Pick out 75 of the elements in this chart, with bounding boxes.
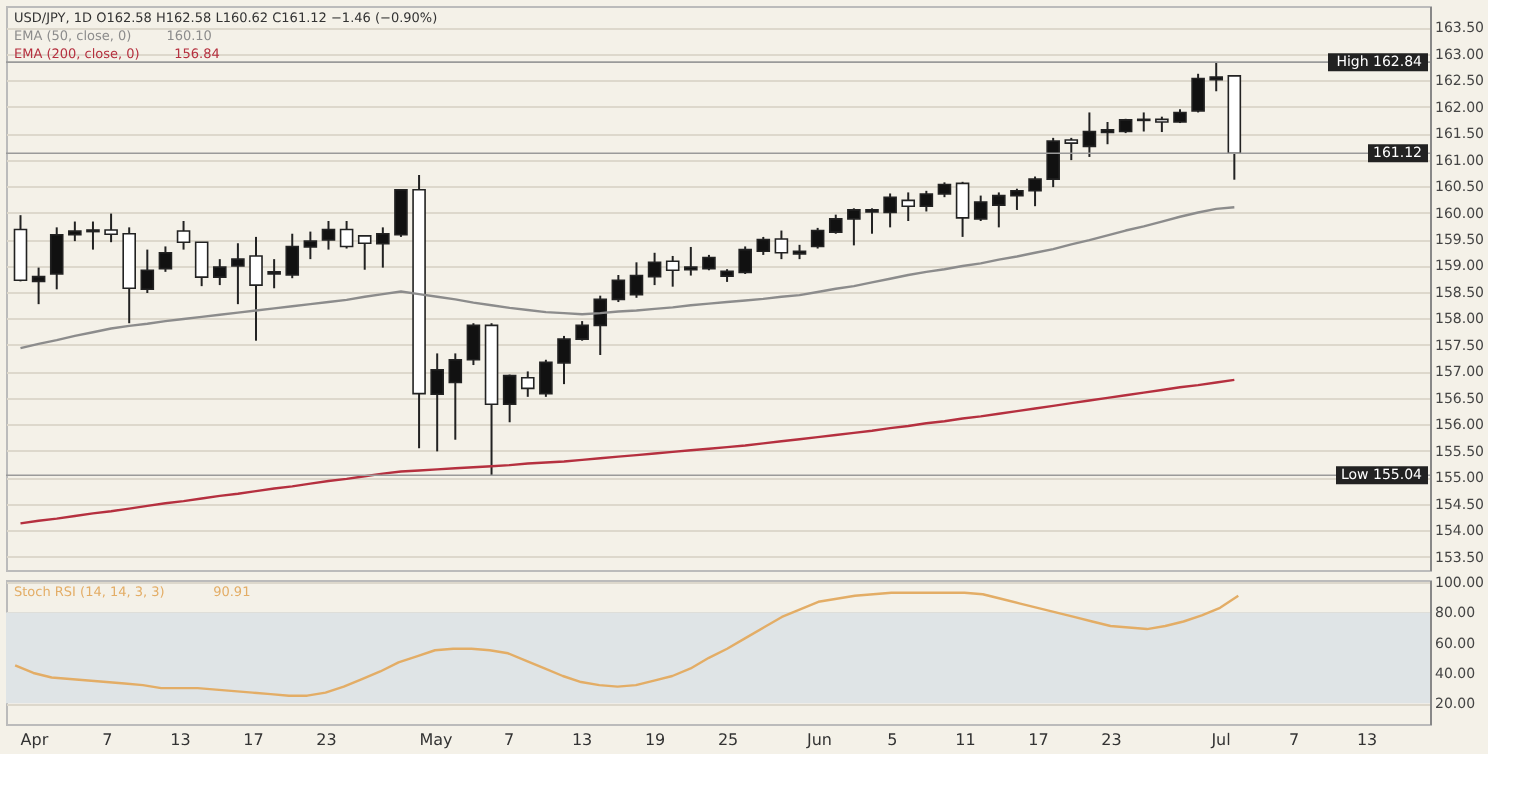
candlestick	[865, 207, 879, 235]
candlestick	[1028, 175, 1042, 208]
candlestick	[86, 220, 100, 251]
x-tick-label: Jun	[804, 731, 832, 749]
candlestick	[955, 180, 970, 238]
x-tick-label: 23	[1101, 731, 1122, 749]
candlestick	[520, 370, 535, 398]
candlestick	[973, 194, 988, 223]
candlestick	[376, 226, 390, 269]
candlestick	[285, 232, 300, 280]
candlestick	[684, 245, 698, 277]
candlestick	[756, 235, 771, 256]
x-tick-label: May	[419, 731, 454, 749]
candlestick	[231, 242, 245, 306]
candlestick	[539, 358, 553, 398]
candlestick	[992, 191, 1006, 229]
candlestick	[249, 235, 263, 342]
x-tick-label: 23	[316, 731, 337, 749]
candlestick	[212, 258, 227, 287]
candlestick	[176, 220, 191, 251]
x-tick-label: 25	[717, 731, 739, 749]
x-tick-label: Jul	[1209, 731, 1231, 749]
candlestick	[883, 192, 897, 229]
candlestick	[593, 294, 608, 356]
candlestick	[502, 373, 517, 424]
candlestick	[629, 261, 644, 299]
x-tick-label: 7	[1288, 731, 1300, 749]
candlestick	[1010, 187, 1024, 211]
candlestick	[448, 352, 463, 441]
x-tick-label: 19	[644, 731, 666, 749]
candlestick	[31, 266, 46, 306]
candlestick	[1191, 72, 1205, 114]
candlestick	[321, 220, 336, 251]
candlestick	[847, 207, 861, 247]
candlestick	[611, 274, 626, 304]
candlestick	[394, 188, 408, 238]
x-tick-label: 17	[1028, 731, 1049, 749]
candlestick	[357, 234, 372, 271]
candlestick	[810, 226, 825, 250]
candlestick	[901, 191, 916, 223]
x-tick-label: 17	[243, 731, 264, 749]
candlestick	[647, 251, 662, 287]
x-tick-label: Apr	[20, 731, 50, 749]
candlestick	[1100, 120, 1115, 146]
candlestick	[430, 352, 444, 453]
x-tick-label: 11	[955, 731, 976, 749]
candlestick	[68, 220, 82, 243]
candlestick	[158, 245, 173, 273]
candlestick	[303, 230, 318, 261]
x-tick-label: 13	[571, 731, 593, 749]
candlestick	[267, 258, 281, 290]
candlestick	[575, 320, 589, 342]
x-tick-label: 7	[503, 731, 515, 749]
candlestick	[104, 212, 118, 244]
candlestick	[1064, 136, 1079, 162]
candlestick	[49, 226, 64, 291]
candlestick	[774, 229, 789, 261]
candlestick	[1046, 136, 1060, 189]
candlestick	[339, 220, 354, 250]
candlestick	[828, 213, 843, 235]
candlestick	[557, 334, 571, 386]
candlestick	[919, 189, 934, 213]
candlestick	[466, 322, 481, 367]
candlestick	[194, 241, 209, 288]
candlestick	[738, 245, 752, 275]
candlestick	[140, 248, 155, 295]
line-series	[19, 206, 1236, 350]
x-tick-label: 7	[102, 731, 113, 749]
x-tick-label: 13	[1356, 731, 1378, 749]
candlestick	[665, 254, 680, 288]
candlestick	[1082, 111, 1097, 158]
line-series	[19, 378, 1236, 525]
x-tick-label: 5	[887, 731, 898, 749]
candlestick	[1209, 61, 1224, 93]
x-tick-label: 13	[170, 731, 191, 749]
